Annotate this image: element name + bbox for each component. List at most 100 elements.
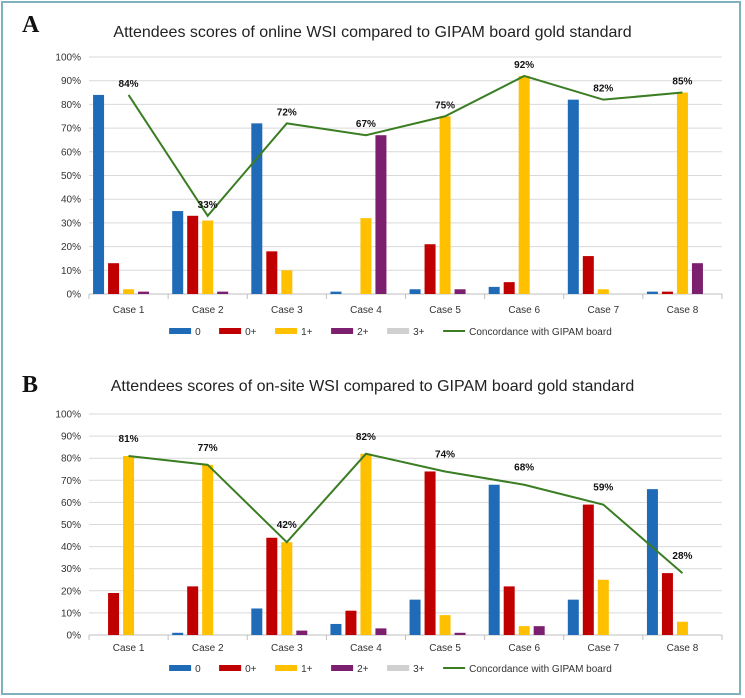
bar-0: [488, 286, 500, 294]
concordance-data-label: 92%: [514, 60, 534, 71]
category-label: Case 8: [667, 305, 699, 316]
y-tick-label: 40%: [61, 542, 81, 553]
bar-1plus: [518, 75, 530, 295]
bar-0plus: [503, 586, 515, 635]
bar-1plus: [676, 92, 688, 294]
concordance-data-label: 68%: [514, 463, 534, 474]
bar-1plus: [281, 270, 293, 294]
bar-0: [646, 489, 658, 635]
bar-0plus: [661, 573, 673, 635]
legend-swatch-0: [169, 328, 192, 334]
y-tick-label: 80%: [61, 100, 81, 111]
category-label: Case 3: [271, 305, 303, 316]
bar-0plus: [582, 504, 594, 635]
legend-swatch-2plus: [331, 328, 354, 334]
y-tick-label: 30%: [61, 218, 81, 229]
bar-0: [330, 623, 342, 635]
bar-0: [251, 123, 263, 294]
category-label: Case 7: [587, 305, 619, 316]
concordance-data-label: 28%: [672, 551, 692, 562]
concordance-data-label: 42%: [277, 520, 297, 531]
category-label: Case 2: [192, 305, 224, 316]
bar-0: [409, 289, 421, 294]
legend-label: 0: [195, 664, 201, 675]
y-tick-label: 100%: [55, 53, 81, 64]
concordance-data-label: 33%: [198, 200, 218, 211]
y-tick-label: 20%: [61, 586, 81, 597]
bar-1plus: [123, 455, 135, 635]
category-label: Case 8: [667, 643, 699, 654]
chart-b-title: Attendees scores of on-site WSI compared…: [110, 378, 635, 395]
bar-0plus: [187, 215, 199, 294]
bar-0plus: [266, 251, 278, 294]
chart-b: 0% 10% 20% 30% 40% 50% 60% 70% 80% 90% 100% Case 1 C…: [55, 410, 723, 675]
y-tick-label: 20%: [61, 242, 81, 253]
y-tick-label: 60%: [61, 498, 81, 509]
category-label: Case 1: [113, 643, 145, 654]
concordance-data-label: 67%: [356, 119, 376, 130]
category-label: Case 1: [113, 305, 145, 316]
legend-label: 2+: [357, 327, 369, 338]
bar-0: [646, 291, 658, 294]
legend-label: Concordance with GIPAM board: [469, 664, 612, 675]
legend-swatch-0: [169, 665, 192, 671]
legend-label: 1+: [301, 327, 313, 338]
legend-label: 1+: [301, 664, 313, 675]
legend-label: 0+: [245, 664, 257, 675]
legend-swatch-3plus: [387, 328, 410, 334]
bar-2plus: [375, 135, 387, 294]
bar-1plus: [360, 453, 372, 635]
bar-0plus: [424, 471, 436, 635]
concordance-line: [128, 452, 684, 574]
panel-label-a: A: [22, 12, 40, 38]
legend-label: Concordance with GIPAM board: [469, 327, 612, 338]
category-label: Case 6: [508, 643, 540, 654]
bar-1plus: [202, 464, 214, 635]
concordance-data-label: 82%: [356, 432, 376, 443]
bar-0plus: [266, 537, 278, 635]
bar-2plus: [454, 632, 466, 635]
legend-swatch-0plus: [219, 665, 242, 671]
bar-0plus: [187, 586, 199, 635]
panel-label-b: B: [22, 372, 39, 398]
y-tick-label: 30%: [61, 564, 81, 575]
bar-0plus: [503, 282, 515, 294]
bar-2plus: [138, 291, 150, 294]
y-tick-label: 40%: [61, 195, 81, 206]
category-label: Case 6: [508, 305, 540, 316]
concordance-data-label: 59%: [593, 483, 613, 494]
legend-swatch-3plus: [387, 665, 410, 671]
y-tick-label: 80%: [61, 454, 81, 465]
bar-1plus: [518, 626, 530, 635]
concordance-data-label: 74%: [435, 449, 455, 460]
legend-label: 3+: [413, 327, 425, 338]
bar-0plus: [108, 593, 120, 635]
bar-0plus: [108, 263, 120, 294]
bar-0: [567, 99, 579, 294]
y-tick-label: 60%: [61, 147, 81, 158]
bar-0plus: [661, 291, 673, 294]
category-label: Case 3: [271, 643, 303, 654]
concordance-data-label: 72%: [277, 107, 297, 118]
bar-1plus: [597, 289, 609, 294]
y-tick-label: 100%: [55, 410, 81, 421]
bar-0: [488, 484, 500, 635]
y-tick-label: 50%: [61, 520, 81, 531]
y-tick-label: 0%: [67, 631, 82, 642]
y-tick-label: 90%: [61, 432, 81, 443]
bar-0plus: [582, 256, 594, 294]
bar-0: [93, 94, 105, 294]
bar-1plus: [360, 218, 372, 294]
bar-1plus: [439, 116, 451, 294]
category-label: Case 5: [429, 643, 461, 654]
y-tick-label: 70%: [61, 124, 81, 135]
concordance-data-label: 75%: [435, 100, 455, 111]
y-tick-label: 90%: [61, 76, 81, 87]
bar-1plus: [123, 289, 135, 294]
legend-swatch-1plus: [275, 328, 298, 334]
concordance-data-label: 82%: [593, 84, 613, 95]
bar-2plus: [217, 291, 229, 294]
category-label: Case 5: [429, 305, 461, 316]
concordance-data-label: 85%: [672, 77, 692, 88]
legend-label: 2+: [357, 664, 369, 675]
